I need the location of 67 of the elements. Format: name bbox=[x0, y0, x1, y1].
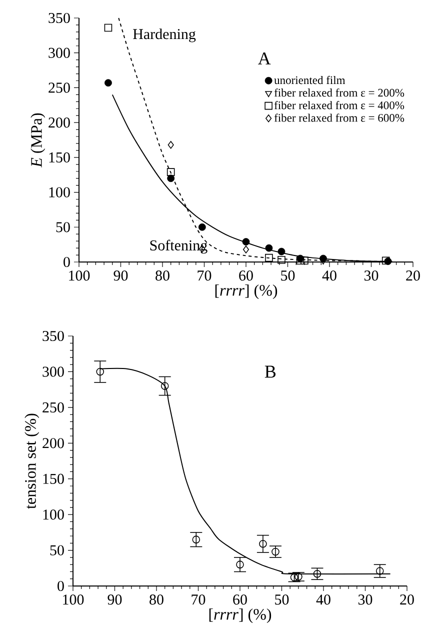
x-tick-label: 80 bbox=[156, 270, 170, 281]
x-tick-label: 70 bbox=[192, 594, 206, 605]
point bbox=[382, 256, 390, 264]
y-tick-label: 50 bbox=[50, 545, 64, 556]
x-tick-label: 80 bbox=[150, 594, 164, 605]
annotation: B bbox=[264, 366, 276, 378]
y-axis-title: E (MPa) bbox=[30, 113, 46, 168]
x-tick-label: 40 bbox=[316, 594, 330, 605]
point bbox=[278, 256, 286, 264]
y-axis-title: tension set (%) bbox=[24, 414, 40, 509]
x-tick-label: 50 bbox=[275, 594, 289, 605]
y-tick-label: 250 bbox=[48, 82, 70, 93]
point bbox=[198, 223, 206, 231]
x-tick-label: 30 bbox=[364, 270, 378, 281]
point bbox=[96, 368, 104, 376]
point bbox=[313, 570, 322, 578]
y-tick-label: 200 bbox=[48, 118, 70, 128]
point bbox=[265, 244, 273, 252]
point bbox=[320, 258, 327, 264]
y-tick-label: 0 bbox=[64, 256, 70, 268]
point bbox=[376, 567, 384, 575]
x-tick-label: 30 bbox=[358, 594, 372, 605]
annotation: Hardening bbox=[133, 28, 196, 42]
x-tick-label: 60 bbox=[233, 594, 247, 605]
annotation: Softening bbox=[150, 240, 208, 254]
point bbox=[272, 548, 280, 556]
y-tick-label: 0 bbox=[58, 580, 64, 592]
point bbox=[167, 174, 175, 182]
x-tick-label: 70 bbox=[198, 270, 212, 281]
point bbox=[265, 254, 273, 262]
annotation: A bbox=[258, 52, 271, 64]
x-tick-label: 20 bbox=[400, 594, 414, 605]
x-tick-label: 90 bbox=[114, 270, 128, 281]
point bbox=[236, 560, 244, 568]
y-tick-label: 250 bbox=[42, 402, 64, 412]
y-tick-label: 100 bbox=[49, 187, 70, 198]
y-tick-label: 200 bbox=[42, 438, 64, 448]
y-tick-label: 300 bbox=[42, 366, 64, 377]
y-tick-label: 350 bbox=[48, 12, 70, 24]
y-tick-label: 150 bbox=[49, 152, 70, 162]
legend-label: fiber relaxed from ε = 200% bbox=[274, 88, 404, 97]
x-tick-label: 90 bbox=[108, 594, 122, 605]
y-tick-label: 300 bbox=[48, 48, 70, 58]
legend-label: unoriented film bbox=[274, 76, 346, 84]
x-tick-label: 40 bbox=[322, 270, 336, 281]
point bbox=[166, 168, 175, 176]
x-tick-label: 20 bbox=[406, 270, 420, 281]
y-tick-label: 50 bbox=[56, 222, 70, 232]
y-tick-label: 350 bbox=[42, 330, 64, 342]
legend-label: fiber relaxed from ε = 400% bbox=[274, 101, 404, 110]
x-tick-label: 100 bbox=[69, 270, 90, 281]
point bbox=[278, 248, 286, 256]
point bbox=[160, 382, 169, 390]
x-axis-title: [rrrr] (%) bbox=[209, 608, 272, 623]
point bbox=[168, 140, 174, 149]
x-tick-label: 60 bbox=[239, 270, 253, 281]
y-tick-label: 100 bbox=[43, 510, 64, 520]
point bbox=[242, 246, 250, 254]
point bbox=[104, 79, 112, 87]
y-tick-label: 150 bbox=[43, 474, 64, 484]
x-axis-title: [rrrr] (%) bbox=[215, 284, 278, 299]
x-tick-label: 50 bbox=[281, 270, 295, 281]
point bbox=[104, 24, 112, 32]
legend-label: fiber relaxed from ε = 600% bbox=[274, 114, 404, 122]
point bbox=[242, 238, 250, 246]
point bbox=[192, 536, 200, 544]
point bbox=[259, 540, 267, 548]
